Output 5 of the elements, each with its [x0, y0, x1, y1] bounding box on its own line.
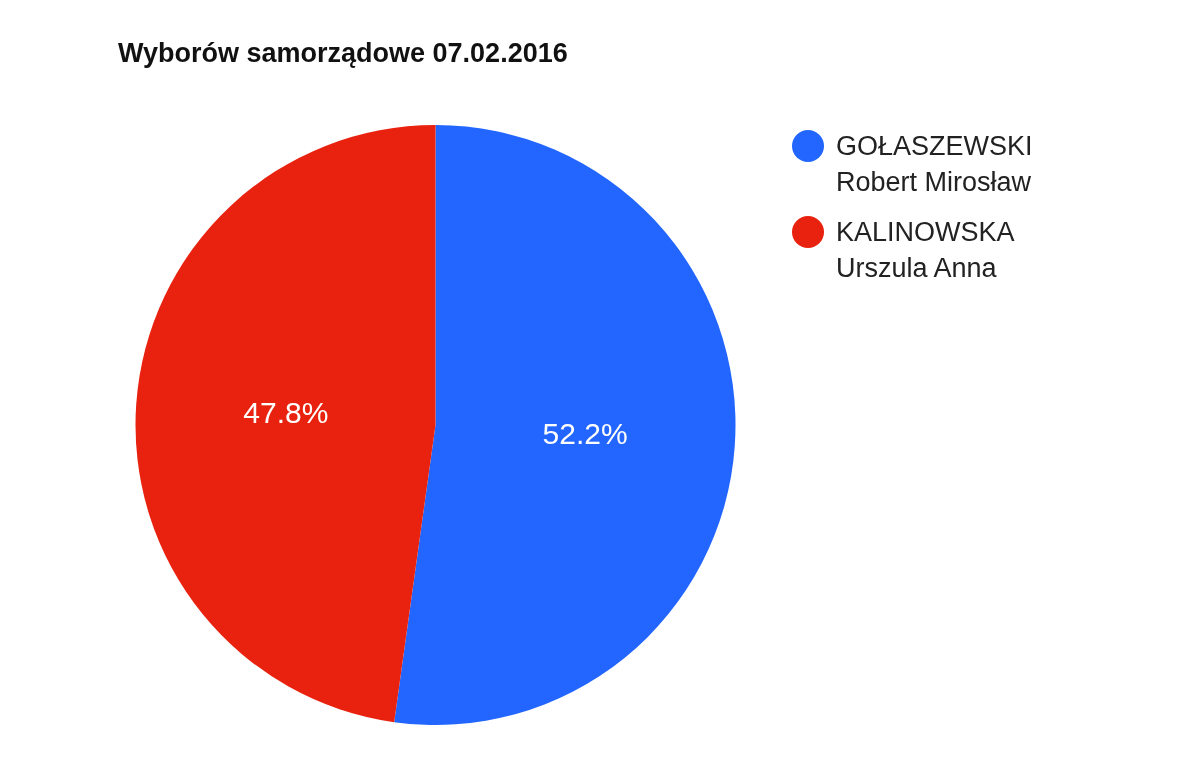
- data-label: 52.2%: [542, 416, 628, 450]
- chart-title: Wyborów samorządowe 07.02.2016: [118, 38, 568, 69]
- legend-label: GOŁASZEWSKI Robert Mirosław: [836, 130, 1034, 199]
- data-label: 47.8%: [243, 395, 329, 429]
- legend-label: KALINOWSKA Urszula Anna: [836, 216, 1015, 285]
